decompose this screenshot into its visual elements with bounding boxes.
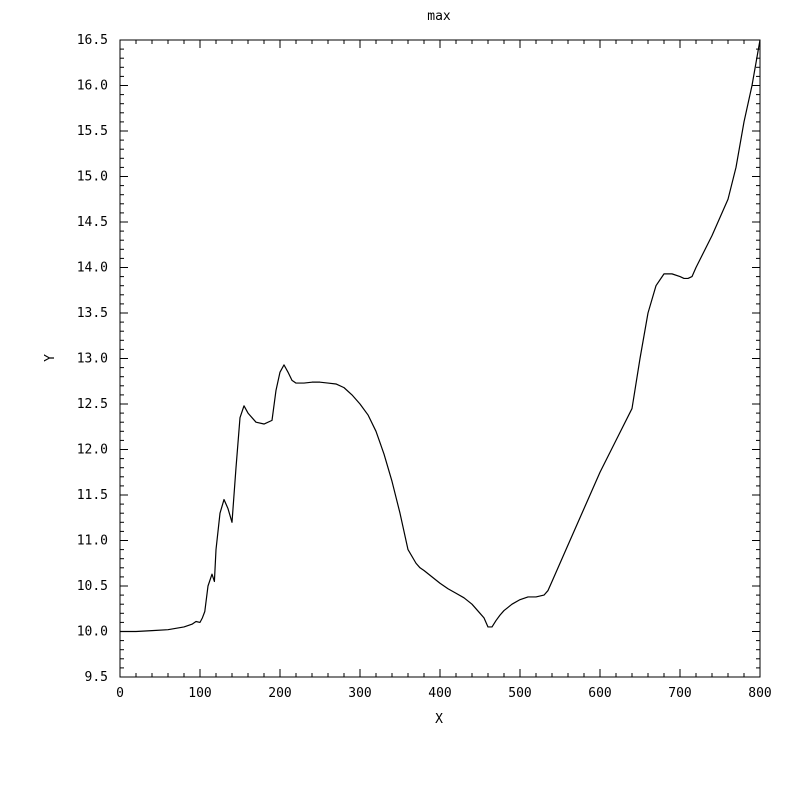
y-tick-label: 14.5 [77, 215, 108, 230]
y-tick-label: 16.5 [77, 33, 108, 48]
y-tick-label: 9.5 [85, 670, 108, 685]
y-tick-label: 12.0 [77, 443, 108, 458]
y-axis-ticks: 9.5 10.0 10.5 11.0 11.5 12.0 12.5 13.0 13.5 14.0 1… [77, 33, 760, 685]
y-tick-label: 15.0 [77, 170, 108, 185]
y-tick-label: 13.5 [77, 306, 108, 321]
y-tick-label: 14.0 [77, 261, 108, 276]
x-tick-label: 600 [588, 686, 611, 701]
y-axis-label: Y [43, 354, 58, 362]
x-tick-label: 700 [668, 686, 691, 701]
x-tick-label: 500 [508, 686, 531, 701]
y-tick-label: 11.5 [77, 488, 108, 503]
y-tick-label: 11.0 [77, 534, 108, 549]
y-tick-label: 10.5 [77, 579, 108, 594]
x-axis-ticks: 0 100 200 300 400 500 600 700 800 [116, 40, 772, 701]
y-tick-label: 12.5 [77, 397, 108, 412]
x-tick-label: 300 [348, 686, 371, 701]
y-tick-label: 13.0 [77, 352, 108, 367]
series-line [120, 39, 761, 633]
y-tick-label: 10.0 [77, 625, 108, 640]
x-tick-label: 100 [188, 686, 211, 701]
x-axis-label: X [435, 712, 443, 727]
x-tick-label: 0 [116, 686, 124, 701]
y-tick-label: 15.5 [77, 124, 108, 139]
x-tick-label: 400 [428, 686, 451, 701]
y-tick-label: 16.0 [77, 79, 108, 94]
x-tick-label: 200 [268, 686, 291, 701]
chart-title: max [427, 9, 451, 24]
x-tick-label: 800 [748, 686, 771, 701]
